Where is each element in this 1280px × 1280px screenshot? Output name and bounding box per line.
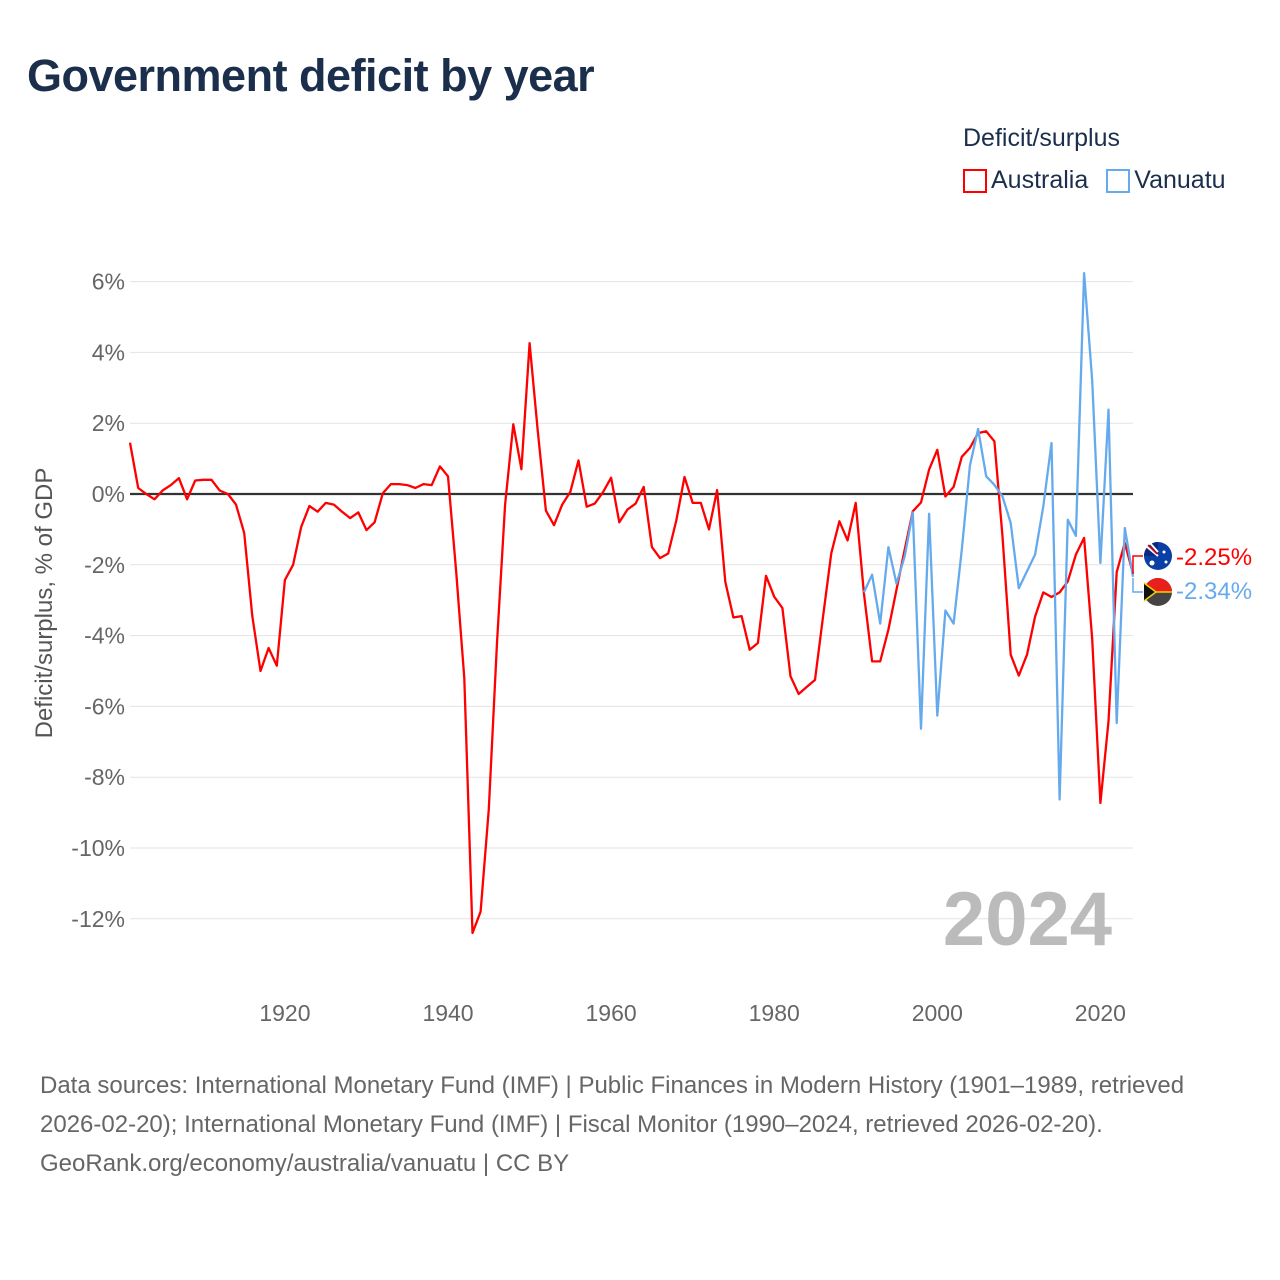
australia-flag-icon	[1144, 542, 1172, 570]
series-line-vanuatu	[862, 271, 1135, 801]
legend-swatch-australia	[963, 168, 987, 193]
data-sources: Data sources: International Monetary Fun…	[40, 1072, 1185, 1138]
x-tick-label: 2020	[1075, 1000, 1126, 1026]
end-label-vanuatu: -2.34%	[1176, 578, 1252, 605]
end-marker-vanuatu: -2.34%	[1132, 578, 1252, 606]
x-tick-label: 1980	[749, 1000, 800, 1026]
x-tick-label: 2000	[912, 1000, 963, 1026]
legend-label-australia: Australia	[991, 166, 1089, 194]
y-tick-label: 4%	[92, 339, 125, 365]
y-tick-label: -12%	[71, 906, 125, 932]
y-tick-label: 2%	[92, 410, 125, 436]
legend-title: Deficit/surplus	[963, 124, 1120, 152]
footer: Data sources: International Monetary Fun…	[40, 1066, 1240, 1183]
legend-item-australia[interactable]: Australia	[963, 166, 1088, 195]
end-label-australia: -2.25%	[1176, 544, 1252, 571]
y-tick-label: 6%	[92, 269, 125, 295]
x-tick-label: 1920	[259, 1000, 310, 1026]
end-marker-australia: -2.25%	[1132, 542, 1252, 574]
y-tick-label: 0%	[92, 481, 125, 507]
legend-item-vanuatu[interactable]: Vanuatu	[1106, 166, 1226, 195]
year-watermark: 2024	[943, 877, 1112, 962]
x-tick-label: 1940	[422, 1000, 473, 1026]
chart-title: Government deficit by year	[27, 50, 595, 101]
vanuatu-flag-icon	[1143, 578, 1172, 606]
y-tick-label: -6%	[84, 693, 125, 719]
y-tick-label: -10%	[71, 835, 125, 861]
x-tick-label: 1960	[586, 1000, 637, 1026]
y-tick-label: -2%	[84, 552, 125, 578]
legend-swatch-vanuatu	[1106, 168, 1131, 193]
y-axis-label: Deficit/surplus, % of GDP	[31, 468, 58, 739]
y-tick-label: -8%	[84, 764, 125, 790]
series-line-australia	[128, 342, 1135, 935]
legend: Australia Vanuatu	[963, 166, 1226, 195]
legend-label-vanuatu: Vanuatu	[1134, 166, 1226, 194]
y-tick-label: -4%	[84, 623, 125, 649]
credit-link[interactable]: GeoRank.org/economy/australia/vanuatu | …	[40, 1150, 570, 1177]
